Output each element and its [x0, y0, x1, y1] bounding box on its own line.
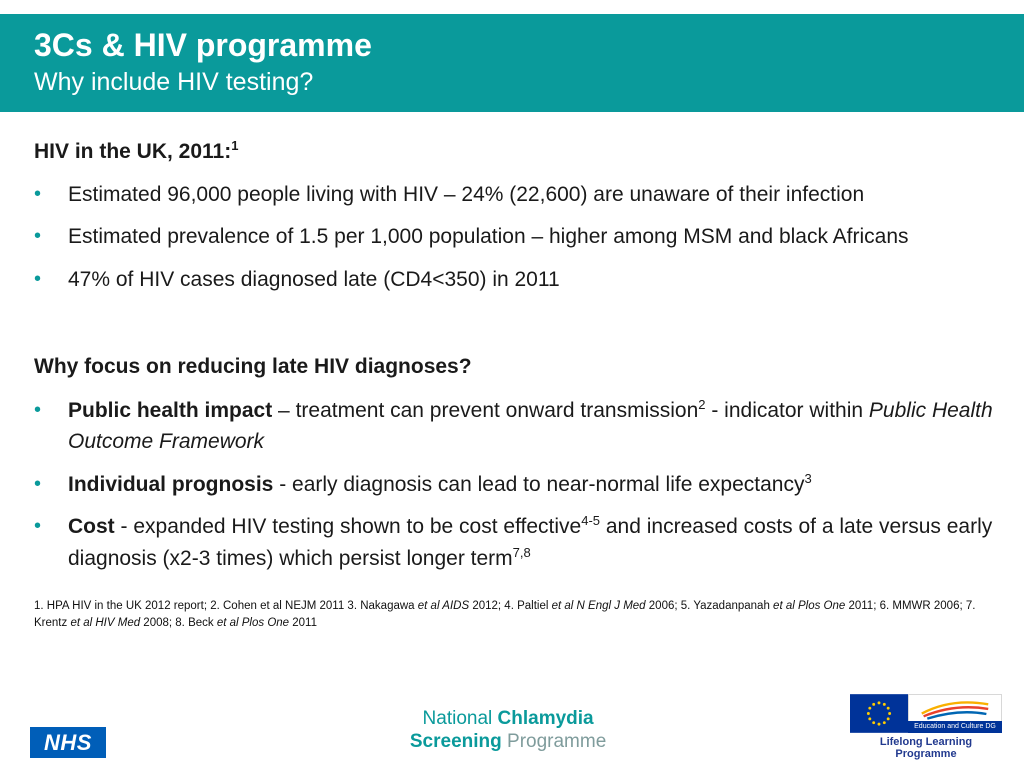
bullet-text: Public health impact – treatment can pre…: [68, 396, 993, 454]
slide-footer: NHS National Chlamydia Screening Program…: [0, 694, 1024, 760]
nhs-logo-label: NHS: [44, 729, 92, 755]
slide-subtitle: Why include HIV testing?: [34, 67, 314, 96]
list-item: • Estimated prevalence of 1.5 per 1,000 …: [34, 221, 998, 253]
education-culture-dg-label: Education and Culture DG: [908, 721, 1002, 733]
bird-swoosh-icon: [921, 701, 989, 720]
bullet-text: Estimated prevalence of 1.5 per 1,000 po…: [68, 225, 909, 249]
ncsp-word-screening: Screening: [409, 731, 508, 753]
ncsp-word-programme: Programme: [507, 731, 607, 753]
ncsp-word-chlamydia: Chlamydia: [497, 708, 594, 730]
eu-flag-icon: [850, 694, 908, 733]
list-item: • Public health impact – treatment can p…: [34, 395, 998, 458]
bullet-text: 47% of HIV cases diagnosed late (CD4<350…: [68, 267, 560, 291]
bullet-icon: •: [34, 515, 42, 538]
slide-header: 3Cs & HIV programme Why include HIV test…: [0, 14, 1024, 112]
ncsp-word-national: National: [422, 708, 498, 730]
section2-list: • Public health impact – treatment can p…: [34, 395, 998, 575]
ncsp-line1: National Chlamydia: [410, 708, 606, 731]
slide-title: 3Cs & HIV programme: [34, 27, 372, 63]
list-item: • Individual prognosis - early diagnosis…: [34, 469, 998, 501]
bullet-icon: •: [34, 472, 42, 495]
bullet-icon: •: [34, 182, 42, 205]
section2-heading: Why focus on reducing late HIV diagnoses…: [34, 355, 472, 379]
ncsp-logo: National Chlamydia Screening Programme: [410, 708, 606, 754]
lifelong-learning-logo: Education and Culture DG Lifelong Learni…: [850, 694, 1002, 760]
ncsp-line2: Screening Programme: [410, 731, 606, 754]
llp-logo-right: Education and Culture DG: [908, 694, 1002, 733]
section1-list: • Estimated 96,000 people living with HI…: [34, 179, 998, 296]
bullet-text: Cost - expanded HIV testing shown to be …: [68, 513, 993, 570]
bullet-icon: •: [34, 225, 42, 248]
references-footnote: 1. HPA HIV in the UK 2012 report; 2. Coh…: [34, 600, 976, 629]
bullet-text: Individual prognosis - early diagnosis c…: [68, 470, 812, 496]
lifelong-learning-label: Lifelong Learning Programme: [879, 736, 973, 760]
bullet-icon: •: [34, 267, 42, 290]
slide-body: HIV in the UK, 2011:1 • Estimated 96,000…: [0, 138, 1024, 632]
nhs-logo: NHS: [30, 727, 106, 758]
bullet-text: Estimated 96,000 people living with HIV …: [68, 182, 865, 206]
bird-swoosh-box: [908, 694, 1002, 721]
llp-logo-top: Education and Culture DG: [850, 694, 1002, 733]
section1-heading: HIV in the UK, 2011:1: [34, 137, 239, 163]
list-item: • Estimated 96,000 people living with HI…: [34, 179, 998, 211]
list-item: • Cost - expanded HIV testing shown to b…: [34, 511, 998, 574]
list-item: • 47% of HIV cases diagnosed late (CD4<3…: [34, 264, 998, 296]
bullet-icon: •: [34, 398, 42, 421]
